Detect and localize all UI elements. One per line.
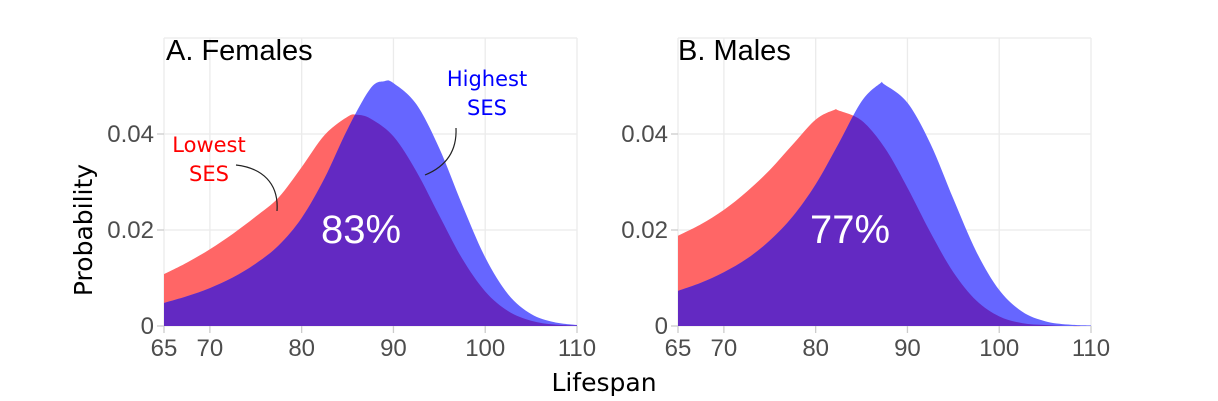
annotation-lowest-line1: Lowest — [172, 133, 245, 157]
panel-females: 65 70 80 90 100 110 0 0.02 0.04 A. Females 83% L… — [107, 35, 596, 362]
annotation-highest-line1: Highest — [447, 67, 527, 91]
y-tick-label: 0.04 — [621, 121, 668, 148]
x-tick-label: 90 — [380, 335, 407, 362]
x-tick-label: 70 — [711, 335, 738, 362]
y-tick-label: 0.02 — [107, 217, 154, 244]
x-tick-label: 110 — [1072, 335, 1110, 362]
area-overlap — [164, 114, 577, 326]
x-tick-label: 65 — [665, 335, 692, 362]
x-tick-label: 90 — [894, 335, 921, 362]
overlap-percent-label: 77% — [810, 208, 890, 252]
axes: 65 70 80 90 100 110 0 0.02 0.04 — [107, 121, 596, 362]
y-axis-title: Probability — [69, 164, 98, 296]
y-tick-label: 0 — [655, 313, 668, 340]
annotation-lowest-connector — [235, 164, 278, 212]
y-tick-label: 0.04 — [107, 121, 154, 148]
axes: 65 70 80 90 100 110 0 0.02 0.04 — [621, 121, 1110, 362]
panel-males: 65 70 80 90 100 110 0 0.02 0.04 B. Males 77% — [621, 35, 1110, 362]
overlap-percent-label: 83% — [321, 208, 401, 252]
x-tick-label: 65 — [151, 335, 178, 362]
x-tick-label: 100 — [979, 335, 1019, 362]
x-tick-label: 100 — [465, 335, 505, 362]
annotation-lowest-ses: Lowest SES — [172, 133, 278, 212]
y-tick-label: 0.02 — [621, 217, 668, 244]
x-tick-label: 80 — [802, 335, 829, 362]
panel-title: A. Females — [166, 35, 313, 67]
annotation-highest-connector — [424, 127, 457, 176]
density-areas — [678, 81, 1091, 327]
x-tick-label: 80 — [288, 335, 315, 362]
x-axis-title: Lifespan — [551, 368, 656, 397]
annotation-lowest-line2: SES — [189, 162, 229, 186]
annotation-highest-line2: SES — [467, 96, 507, 120]
density-areas — [164, 80, 577, 327]
panel-title: B. Males — [678, 35, 791, 67]
annotation-highest-ses: Highest SES — [424, 67, 527, 176]
y-tick-label: 0 — [141, 313, 154, 340]
x-tick-label: 110 — [558, 335, 596, 362]
x-tick-label: 70 — [197, 335, 224, 362]
